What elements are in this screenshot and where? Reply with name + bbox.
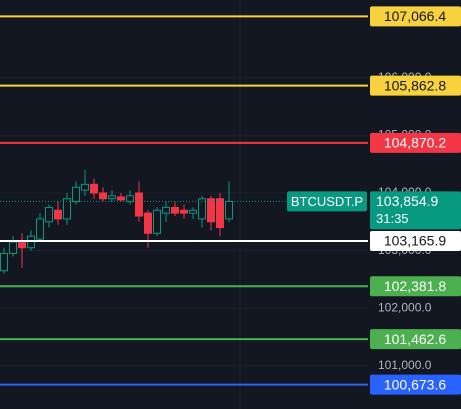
- level-label-box: [370, 374, 461, 395]
- level-label: 105,862.8: [384, 77, 446, 93]
- candle-body: [72, 186, 80, 203]
- last-price-box: [370, 191, 461, 230]
- candle-body: [162, 206, 170, 214]
- candle-body: [36, 218, 44, 240]
- candle-body: [144, 212, 152, 234]
- candle-body: [189, 209, 197, 214]
- candle-body: [117, 196, 125, 201]
- last-price-label: 103,854.9: [376, 193, 438, 209]
- candle-body: [81, 183, 89, 191]
- candle-body: [180, 209, 188, 214]
- candle-body: [54, 209, 62, 220]
- symbol-box: [287, 191, 367, 212]
- level-label: 104,870.2: [384, 135, 446, 151]
- level-label: 101,462.6: [384, 331, 446, 347]
- symbol-label: BTCUSDT.P: [291, 194, 363, 209]
- level-label: 107,066.4: [384, 8, 446, 24]
- y-tick-label: 101,000.0: [378, 358, 432, 372]
- candle-body: [225, 200, 233, 220]
- candle-body: [45, 206, 53, 223]
- candle-body: [207, 198, 215, 223]
- level-label: 102,381.8: [384, 278, 446, 294]
- candle-body: [198, 198, 206, 220]
- candle-body: [63, 198, 71, 220]
- candle-body: [90, 183, 98, 194]
- candle-body: [9, 241, 17, 254]
- countdown-label: 31:35: [376, 211, 409, 226]
- level-label-box: [370, 329, 461, 350]
- candle-body: [99, 192, 107, 200]
- level-label-box: [370, 276, 461, 297]
- level-label-box: [370, 75, 461, 96]
- level-label: 103,165.9: [384, 233, 446, 249]
- level-label-box: [370, 6, 461, 27]
- candle-body: [171, 206, 179, 214]
- candle-body: [216, 198, 224, 229]
- level-label: 100,673.6: [384, 376, 446, 392]
- y-tick-label: 102,000.0: [378, 300, 432, 314]
- level-label-box: [370, 231, 461, 252]
- candle-body: [126, 195, 134, 203]
- candle-body: [0, 252, 8, 272]
- candle-body: [18, 241, 26, 249]
- candle-body: [108, 195, 116, 200]
- level-label-box: [370, 132, 461, 153]
- candle-body: [135, 192, 143, 217]
- candle-body: [153, 209, 161, 234]
